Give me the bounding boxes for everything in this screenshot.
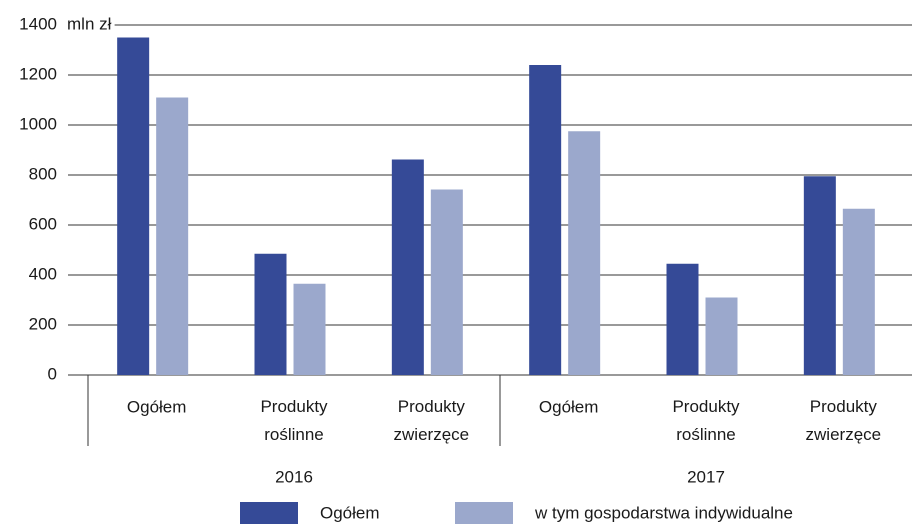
- x-tick-label: Produkty roślinne: [260, 397, 328, 444]
- y-tick-label: 0: [48, 364, 57, 383]
- x-tick-label: Produkty zwierzęce: [806, 397, 882, 444]
- bar: [803, 176, 836, 375]
- y-tick-label: 600: [29, 214, 57, 233]
- legend-label: Ogółem: [320, 503, 380, 522]
- x-tick-label: Ogółem: [127, 397, 187, 416]
- legend-swatch: [455, 502, 513, 524]
- bar: [430, 189, 463, 375]
- bar: [529, 65, 562, 375]
- x-tick-label: Ogółem: [539, 397, 599, 416]
- y-tick-label: 800: [29, 164, 57, 183]
- x-tick-label: Produkty zwierzęce: [394, 397, 470, 444]
- y-tick-label: 1000: [19, 114, 57, 133]
- bar: [117, 37, 150, 375]
- y-tick-label: 1400: [19, 14, 57, 33]
- y-tick-label: 200: [29, 314, 57, 333]
- bar: [666, 263, 699, 375]
- bar: [842, 208, 875, 375]
- y-tick-label: 1200: [19, 64, 57, 83]
- bar: [293, 283, 326, 375]
- x-tick-label: Produkty roślinne: [672, 397, 740, 444]
- group-label: 2016: [275, 467, 313, 486]
- bar: [254, 253, 287, 375]
- bar: [568, 131, 601, 375]
- legend-label: w tym gospodarstwa indywidualne: [534, 503, 793, 522]
- y-unit-label: mln zł: [67, 14, 112, 33]
- bar: [705, 297, 738, 375]
- bar: [156, 97, 189, 375]
- group-label: 2017: [687, 467, 725, 486]
- bar: [391, 159, 424, 375]
- legend-swatch: [240, 502, 298, 524]
- y-tick-label: 400: [29, 264, 57, 283]
